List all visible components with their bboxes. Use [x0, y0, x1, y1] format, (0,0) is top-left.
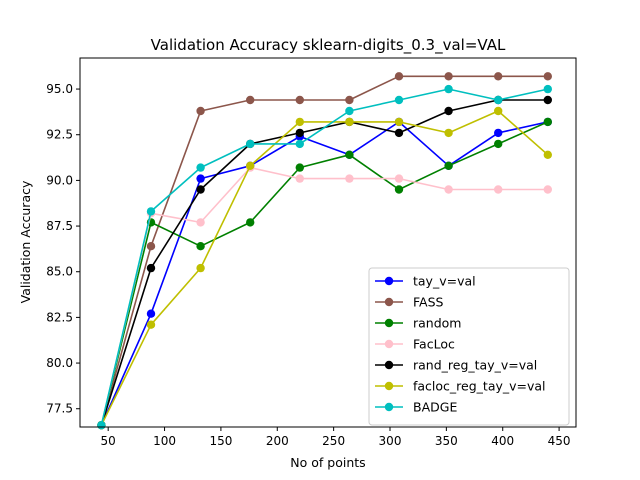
x-tick-label: 250: [322, 434, 345, 448]
y-axis-label: Validation Accuracy: [18, 180, 33, 303]
data-point-facloc: [295, 174, 304, 183]
data-point-fass: [494, 72, 503, 81]
data-point-facloc-reg-tay-v-val: [444, 128, 453, 138]
legend-label: random: [413, 316, 461, 331]
legend-label: tay_v=val: [413, 274, 476, 289]
data-point-rand-reg-tay-v-val: [146, 263, 156, 273]
x-tick-label: 400: [491, 434, 514, 448]
data-point-rand-reg-tay-v-val: [196, 185, 205, 194]
data-point-random: [196, 242, 205, 251]
x-tick-label: 300: [379, 434, 402, 448]
data-point-rand-reg-tay-v-val: [394, 128, 404, 138]
data-point-badge: [345, 106, 354, 116]
legend-label: facloc_reg_tay_v=val: [413, 379, 546, 394]
data-point-rand-reg-tay-v-val: [543, 95, 552, 105]
x-tick-label: 50: [101, 434, 116, 448]
data-point-random: [345, 150, 354, 159]
data-point-rand-reg-tay-v-val: [444, 106, 453, 116]
legend-marker: [384, 381, 394, 391]
data-point-badge: [494, 95, 503, 105]
data-point-facloc: [543, 185, 552, 194]
data-point-badge: [295, 139, 304, 149]
data-point-facloc-reg-tay-v-val: [146, 320, 156, 329]
data-point-random: [295, 163, 304, 172]
data-point-facloc-reg-tay-v-val: [295, 117, 304, 127]
data-point-fass: [196, 106, 205, 116]
data-point-tay-v-val: [494, 128, 503, 138]
series-line-fass: [100, 75, 548, 426]
data-point-badge: [196, 163, 205, 172]
data-point-fass: [444, 72, 453, 81]
y-tick-label: 82.5: [46, 310, 73, 324]
x-tick-label: 150: [209, 434, 232, 448]
data-point-fass: [146, 242, 156, 251]
y-tick-label: 85.0: [46, 265, 73, 279]
data-point-facloc-reg-tay-v-val: [345, 117, 354, 127]
x-tick-label: 200: [266, 434, 289, 448]
data-point-rand-reg-tay-v-val: [295, 128, 304, 138]
data-point-fass: [246, 95, 255, 105]
data-point-facloc: [444, 185, 453, 194]
data-point-tay-v-val: [196, 174, 205, 183]
data-point-facloc-reg-tay-v-val: [246, 161, 255, 170]
data-point-badge: [543, 84, 552, 94]
legend-label: FASS: [413, 295, 444, 310]
data-point-random: [543, 117, 552, 127]
y-tick-label: 95.0: [46, 82, 73, 96]
y-tick-label: 77.5: [46, 402, 73, 416]
data-point-badge: [246, 139, 255, 149]
axes-frame: [79, 57, 577, 428]
x-tick-label: 350: [435, 434, 458, 448]
y-tick-label: 92.5: [46, 128, 73, 142]
legend-marker: [384, 276, 394, 286]
data-point-facloc-reg-tay-v-val: [543, 150, 552, 159]
data-point-random: [394, 185, 404, 194]
data-point-fass: [345, 95, 354, 105]
x-axis-label: No of points: [290, 455, 365, 470]
x-tick-label: 450: [548, 434, 571, 448]
data-point-facloc: [494, 185, 503, 194]
data-point-facloc-reg-tay-v-val: [394, 117, 404, 127]
plot-area: 50 100 150 200 250 300 350 400 450 77.5 80.0 82.5 85…: [46, 57, 577, 448]
legend-marker: [384, 339, 394, 349]
chart-title: Validation Accuracy sklearn-digits_0.3_v…: [151, 36, 506, 55]
data-point-badge: [146, 207, 156, 216]
data-point-random: [444, 161, 453, 170]
series-line-tay-v-val: [100, 121, 548, 426]
legend-label: FacLoc: [413, 337, 455, 352]
data-point-badge: [444, 84, 453, 94]
data-point-badge: [97, 421, 106, 430]
legend-label: BADGE: [413, 400, 457, 415]
legend-marker: [384, 402, 394, 412]
legend-marker: [384, 318, 394, 328]
data-point-facloc: [394, 174, 404, 183]
data-point-facloc: [196, 218, 205, 227]
data-point-facloc-reg-tay-v-val: [494, 106, 503, 116]
data-point-random: [246, 218, 255, 227]
y-tick-label: 87.5: [46, 219, 73, 233]
data-point-random: [494, 139, 503, 149]
series-line-facloc: [100, 166, 548, 426]
data-point-facloc-reg-tay-v-val: [196, 263, 205, 273]
data-point-fass: [543, 72, 552, 81]
x-tick-label: 100: [153, 434, 176, 448]
legend: tay_v=val FASS random FacLoc rand_reg_tay_v=…: [368, 267, 570, 426]
legend-marker: [384, 360, 394, 370]
legend-frame: [368, 267, 570, 426]
y-tick-label: 90.0: [46, 173, 73, 187]
series-line-badge: [100, 88, 548, 426]
legend-marker: [384, 297, 394, 307]
data-point-fass: [394, 72, 404, 81]
data-point-tay-v-val: [146, 309, 156, 318]
y-tick-label: 80.0: [46, 356, 73, 370]
data-point-fass: [295, 95, 304, 105]
data-point-facloc: [345, 174, 354, 183]
legend-label: rand_reg_tay_v=val: [413, 358, 537, 373]
data-point-badge: [394, 95, 404, 105]
series-line-random: [100, 121, 549, 426]
series-line-facloc-reg-tay-v-val: [100, 110, 549, 426]
